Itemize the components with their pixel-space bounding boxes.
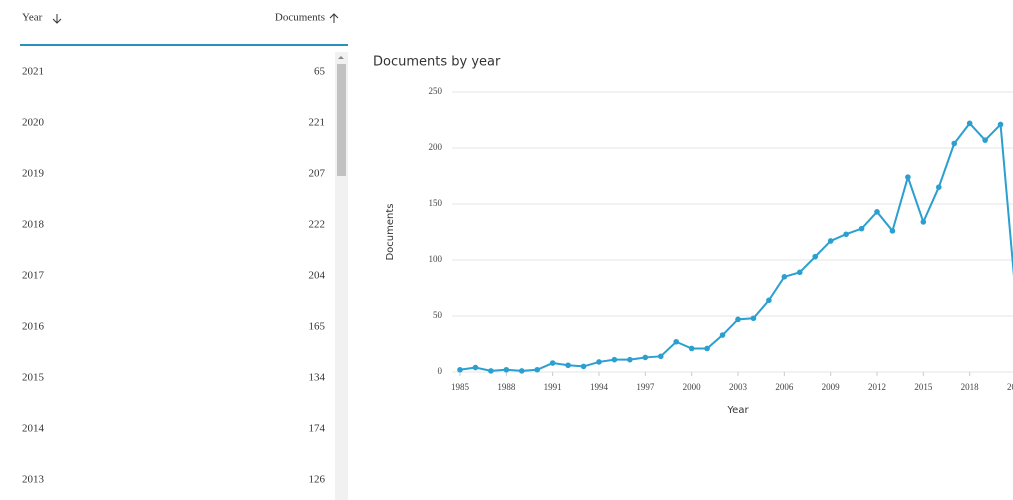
data-point <box>488 368 494 374</box>
y-tick-label: 200 <box>429 142 443 152</box>
data-point <box>982 137 988 143</box>
y-tick-label: 100 <box>429 254 443 264</box>
count-cell: 174 <box>309 423 326 435</box>
count-cell: 204 <box>309 270 326 282</box>
data-point <box>796 269 803 276</box>
y-tick-label: 50 <box>433 310 443 320</box>
data-point <box>966 120 973 127</box>
x-tick-label: 2012 <box>868 382 886 392</box>
count-cell: 65 <box>314 66 326 78</box>
data-point <box>580 363 587 370</box>
year-cell: 2020 <box>22 117 45 129</box>
count-cell: 221 <box>309 117 326 129</box>
x-tick-label: 2021 <box>1007 382 1013 392</box>
data-point <box>472 364 479 371</box>
data-point <box>719 332 726 338</box>
data-point <box>812 253 819 260</box>
x-tick-label: 1985 <box>451 382 470 392</box>
data-point <box>858 225 865 232</box>
sort-icon[interactable] <box>52 14 62 24</box>
year-cell: 2019 <box>22 168 45 180</box>
year-cell: 2016 <box>22 321 45 333</box>
y-tick-label: 250 <box>429 86 443 96</box>
data-point <box>611 356 618 363</box>
year-cell: 2018 <box>22 219 45 231</box>
x-tick-label: 2000 <box>683 382 702 392</box>
data-point <box>766 297 772 304</box>
chart-title: Documents by year <box>373 55 501 70</box>
data-point <box>750 315 757 322</box>
data-point <box>951 140 958 147</box>
data-point <box>905 174 911 180</box>
year-cell: 2013 <box>22 474 45 486</box>
data-point <box>874 209 880 215</box>
y-tick-label: 0 <box>438 366 443 376</box>
data-point <box>997 121 1004 128</box>
data-point <box>843 231 849 238</box>
data-point <box>920 219 927 225</box>
data-point <box>935 184 942 190</box>
count-cell: 134 <box>309 372 326 384</box>
data-point <box>688 345 695 352</box>
x-tick-label: 1991 <box>544 382 562 392</box>
x-tick-label: 2015 <box>914 382 933 392</box>
x-axis-label: Year <box>726 405 749 416</box>
data-point <box>549 360 556 366</box>
data-point <box>657 353 664 360</box>
data-point <box>781 274 788 280</box>
data-point <box>503 366 510 373</box>
y-tick-label: 150 <box>429 198 443 208</box>
year-cell: 2017 <box>22 270 45 282</box>
x-tick-label: 1994 <box>590 382 609 392</box>
column-header[interactable]: Year <box>22 12 43 24</box>
x-tick-label: 2006 <box>775 382 794 392</box>
data-point <box>642 354 649 361</box>
count-cell: 126 <box>309 474 326 486</box>
count-cell: 222 <box>309 219 326 231</box>
year-cell: 2021 <box>22 66 44 78</box>
data-line <box>459 121 1013 372</box>
sort-icon[interactable] <box>329 13 339 23</box>
y-axis-label: Documents <box>385 203 396 260</box>
scrollbar-thumb[interactable] <box>337 64 346 176</box>
count-cell: 207 <box>309 168 326 180</box>
year-cell: 2015 <box>22 372 45 384</box>
data-point <box>889 228 896 234</box>
data-point <box>534 366 541 373</box>
column-header[interactable]: Documents <box>275 12 325 24</box>
data-point <box>673 338 680 345</box>
scroll-arrow[interactable] <box>338 56 344 59</box>
x-tick-label: 1997 <box>636 382 655 392</box>
data-point <box>457 366 463 373</box>
x-tick-label: 1988 <box>497 382 516 392</box>
x-tick-label: 2009 <box>822 382 841 392</box>
data-point <box>735 316 741 323</box>
data-point <box>565 362 571 369</box>
x-tick-label: 2003 <box>729 382 748 392</box>
data-point <box>827 238 834 244</box>
x-tick-label: 2018 <box>961 382 980 392</box>
data-point <box>627 356 633 363</box>
year-cell: 2014 <box>22 423 45 435</box>
count-cell: 165 <box>309 321 326 333</box>
data-point <box>518 368 525 374</box>
data-point <box>596 359 602 365</box>
data-point <box>704 345 710 352</box>
